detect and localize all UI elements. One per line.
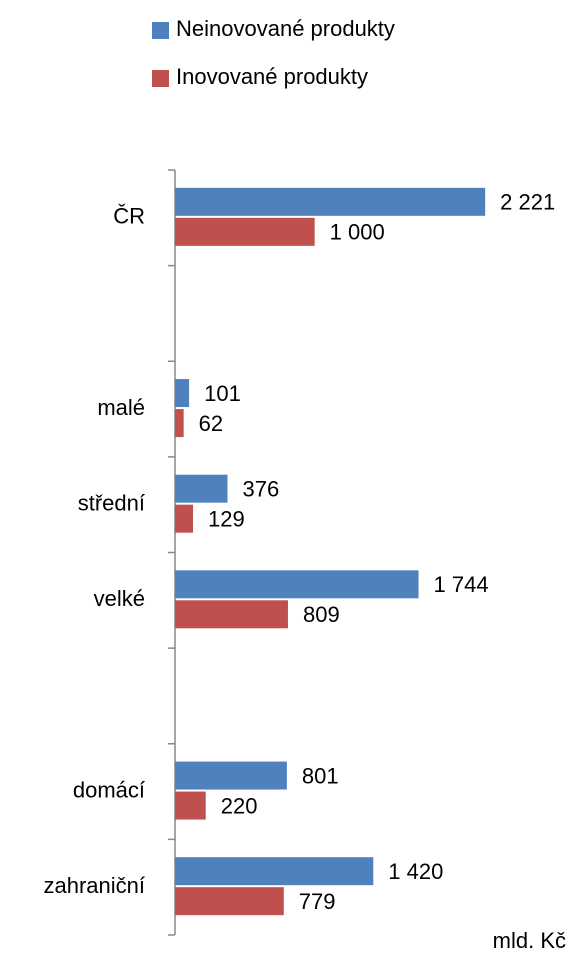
bar: [175, 217, 315, 246]
value-label: 1 744: [434, 572, 489, 597]
bar: [175, 791, 206, 820]
value-label: 62: [199, 411, 223, 436]
legend-swatch: [152, 70, 169, 87]
value-label: 1 420: [388, 859, 443, 884]
y-tick-label: malé: [97, 395, 145, 420]
unit-label: mld. Kč: [493, 928, 566, 953]
value-label: 101: [204, 381, 241, 406]
bar: [175, 761, 287, 790]
value-label: 801: [302, 763, 339, 788]
legend-label: Inovované produkty: [176, 64, 368, 89]
y-tick-label: velké: [94, 586, 145, 611]
bar: [175, 570, 419, 599]
bar: [175, 600, 288, 629]
value-label: 809: [303, 602, 340, 627]
value-label: 1 000: [330, 220, 385, 245]
bar: [175, 504, 194, 533]
bar: [175, 474, 228, 503]
y-tick-label: ČR: [113, 204, 145, 229]
bar: [175, 887, 284, 916]
value-label: 779: [299, 889, 336, 914]
legend-swatch: [152, 22, 169, 39]
value-label: 220: [221, 793, 258, 818]
value-label: 376: [243, 477, 280, 502]
y-tick-label: domácí: [73, 777, 145, 802]
bar: [175, 379, 190, 408]
bar: [175, 409, 184, 438]
y-tick-label: střední: [78, 491, 145, 516]
bar: [175, 857, 374, 886]
value-label: 129: [208, 507, 245, 532]
y-tick-label: zahraniční: [43, 873, 145, 898]
legend-label: Neinovované produkty: [176, 16, 395, 41]
value-label: 2 221: [500, 190, 555, 215]
bar: [175, 187, 486, 216]
